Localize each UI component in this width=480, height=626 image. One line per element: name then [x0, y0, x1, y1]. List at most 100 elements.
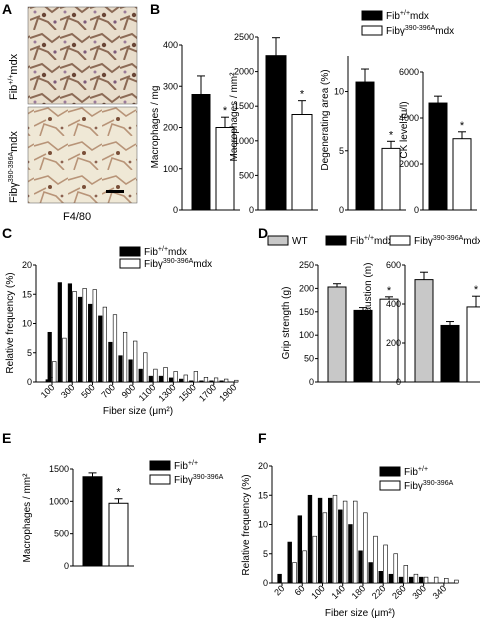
micrograph-bottom [27, 106, 138, 204]
bar [189, 380, 194, 383]
bar [163, 367, 168, 383]
y-tick-label: 1000 [234, 136, 254, 146]
panel-letter-B: B [150, 1, 160, 17]
bar [143, 352, 148, 383]
bar [72, 291, 77, 383]
y-tick-label: 500 [239, 170, 254, 180]
chart-macrophages-e: 0 500 1000 1500 * Macrophages / mm² [22, 464, 134, 571]
y-tick-label: 200 [163, 123, 178, 133]
chart-fiber-size-distribution-mdx: 0 5 10 15 20 100 300 500 700 900 11001300150017001… [5, 260, 238, 417]
legend-label: Fibγ390-396A [174, 474, 224, 486]
chart-macrophages-per-mg: 0 100 200 300 400 * Macrophages / mg [150, 40, 240, 215]
x-tick-label: 1300 [157, 382, 178, 403]
legend-label: WT [292, 236, 308, 247]
chart-grip-strength: 0 50 100 150 200 250 * Grip strength (g) [281, 260, 404, 387]
legend-label-sup: +/+ [158, 246, 168, 253]
bar [419, 576, 424, 584]
x-tick-label: 340 [431, 583, 449, 601]
bar [297, 515, 303, 584]
legend-label-suffix: mdx [435, 26, 454, 37]
y-tick-label: 200 [386, 338, 401, 348]
legend-swatch [149, 460, 171, 471]
significance-star: * [389, 129, 394, 141]
bar [77, 296, 83, 383]
bar [317, 497, 323, 584]
y-tick-label: 0 [396, 377, 401, 387]
legend-label-main: Fibγ [404, 481, 423, 492]
x-tick-label: 100 [309, 583, 327, 601]
bar [348, 524, 353, 584]
x-tick-label: 500 [79, 382, 97, 400]
bar [423, 576, 429, 584]
x-tick-label: 900 [120, 382, 138, 400]
bar [302, 550, 307, 584]
bar [82, 288, 87, 383]
y-tick-label: 0 [263, 578, 268, 588]
bar [307, 494, 313, 584]
y-tick-label: 300 [163, 81, 178, 91]
bar [393, 553, 398, 584]
y-tick-label: 10 [258, 520, 268, 530]
x-tick-label: 700 [99, 382, 117, 400]
bar [199, 380, 204, 383]
y-tick-label: 0 [414, 205, 419, 215]
legend-label-main: Fibγ [386, 26, 405, 37]
bar [179, 378, 184, 383]
y-tick-label: 0 [339, 205, 344, 215]
bar [88, 303, 93, 383]
y-tick-label: 200 [299, 283, 314, 293]
bar [363, 512, 368, 584]
bar [358, 550, 363, 584]
legend-F: Fib+/+ Fibγ390-396A [379, 466, 454, 492]
legend-label-main: WT [292, 236, 308, 247]
legend-label-main: Fib [174, 461, 188, 472]
legend-label-main: Fib [386, 11, 400, 22]
legend-label-main: Fibγ [174, 475, 193, 486]
x-tick-label: 260 [390, 583, 408, 601]
panel-letter-E: E [2, 430, 11, 446]
bar [373, 535, 378, 584]
bar [381, 147, 401, 211]
bar [379, 298, 399, 383]
legend-swatch [119, 246, 141, 257]
y-tick-label: 5 [27, 348, 32, 358]
panel-letter-C: C [2, 225, 12, 241]
y-tick-label: 400 [386, 299, 401, 309]
bar [413, 573, 419, 584]
bar [454, 579, 459, 584]
y-tick-label: 0 [64, 561, 69, 571]
legend-label-main: Fib [404, 467, 418, 478]
bar [47, 331, 52, 383]
y-tick-label: 1500 [49, 464, 69, 474]
bar [203, 377, 209, 383]
chart-ck-level: 0 2000 4000 6000 * CK level (u/l) [399, 67, 477, 215]
bar [312, 535, 317, 584]
significance-star: * [387, 285, 392, 297]
x-tick-label: 1500 [177, 382, 198, 403]
bar [148, 375, 153, 383]
bar [219, 380, 224, 383]
y-tick-label: 20 [22, 260, 32, 270]
y-tick-label: 400 [163, 40, 178, 50]
bar [98, 315, 103, 383]
legend-label: Fibγ390-396Amdx [414, 235, 480, 247]
bar [355, 81, 375, 211]
y-tick-label: 100 [163, 164, 178, 174]
bar [112, 314, 118, 383]
y-tick-label: 150 [299, 307, 314, 317]
bar [327, 497, 333, 584]
bar [153, 368, 158, 383]
bar [108, 502, 129, 567]
bar [234, 379, 239, 383]
y-tick-label: 2000 [399, 159, 419, 169]
x-axis-label: Fiber size (μm²) [325, 608, 395, 619]
y-tick-label: 100 [299, 330, 314, 340]
bar [414, 279, 434, 383]
legend-label-suffix: mdx [193, 259, 212, 270]
y-tick-label: 15 [258, 490, 268, 500]
significance-star: * [300, 89, 305, 101]
chart-distance-to-exhaustion: 0 200 400 600 * Distance to exhaustion (m) [363, 260, 480, 387]
legend-label-main: Fibγ [414, 236, 433, 247]
legend-swatch [149, 474, 171, 485]
